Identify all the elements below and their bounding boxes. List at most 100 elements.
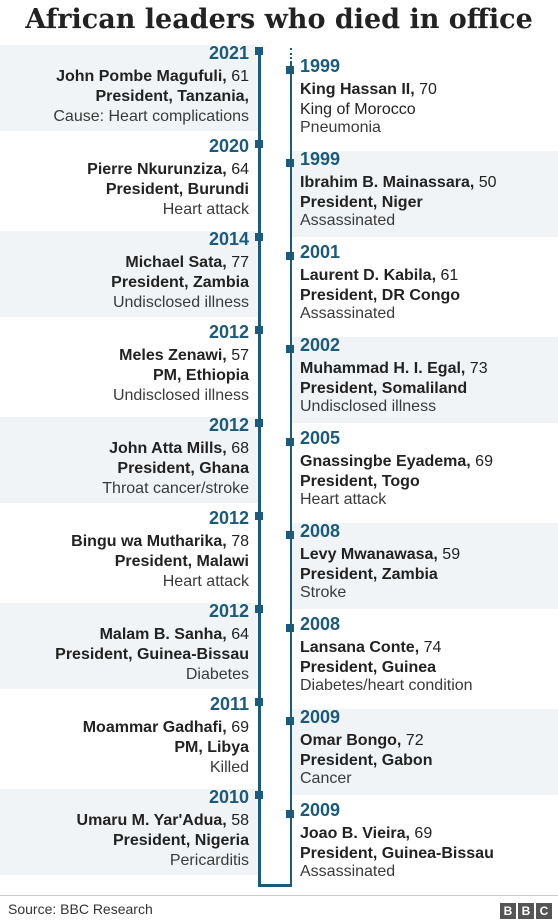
leader-name: King Hassan II,: [300, 81, 415, 98]
leader-name: Laurent D. Kabila,: [300, 267, 437, 284]
timeline-marker: [286, 531, 294, 539]
leader-role: President, Malawi: [114, 553, 249, 570]
cause-of-death: Undisclosed illness: [300, 398, 437, 415]
cause-of-death: Assassinated: [300, 305, 396, 322]
entry-name-line: Meles Zenawi, 57: [0, 346, 249, 365]
row-band-right: [292, 337, 558, 423]
leader-entry-right: 1999 King Hassan II, 70 King of Morocco Pne…: [300, 54, 558, 136]
leader-role: President, Guinea-Bissau: [55, 646, 249, 663]
logo-letter: C: [536, 903, 552, 919]
leader-entry-left: 2012 John Atta Mills, 68 President, Ghana T…: [0, 415, 249, 498]
leader-name: Levy Mwanawasa,: [300, 546, 438, 563]
row-band-right: [292, 151, 558, 237]
leader-role: President, Guinea: [300, 659, 437, 676]
leader-age: 50: [474, 174, 497, 191]
leader-name: Malam B. Sanha,: [99, 626, 227, 643]
entry-year: 2020: [208, 136, 249, 156]
leader-age: 61: [436, 267, 459, 284]
cause-of-death: Heart attack: [162, 573, 249, 590]
leader-age: 69: [409, 825, 433, 842]
leader-name: Gnassingbe Eyadema,: [300, 453, 471, 470]
leader-name: Lansana Conte,: [300, 639, 420, 656]
leader-name: John Pombe Magufuli,: [56, 68, 227, 85]
cause-of-death: Diabetes/heart condition: [300, 677, 473, 694]
chart-title: African leaders who died in office: [25, 4, 533, 35]
entry-year: 2021: [208, 43, 249, 63]
timeline-marker: [286, 810, 294, 818]
row-band-left: [0, 231, 258, 317]
leader-name: Muhammad H. I. Egal,: [300, 360, 466, 377]
cause-of-death: Pericarditis: [169, 852, 249, 869]
row-band-left: [0, 417, 258, 503]
entry-year: 2010: [208, 787, 249, 807]
entry-year: 2012: [208, 415, 249, 435]
cause-of-death: Cause: Heart complications: [53, 108, 249, 125]
leader-role: President, Tanzania,: [95, 88, 249, 105]
bbc-logo: B B C: [500, 903, 552, 919]
cause-of-death: Killed: [209, 759, 249, 776]
leader-age: 59: [437, 546, 461, 563]
leader-role: President, Nigeria: [112, 832, 249, 849]
leader-role: PM, Libya: [174, 739, 249, 756]
leader-entry-right: 2008 Levy Mwanawasa, 59 President, Zambia S…: [300, 519, 558, 601]
leader-age: 58: [226, 812, 249, 829]
entry-name-line: Umaru M. Yar'Adua, 58: [0, 811, 249, 830]
leader-age: 61: [226, 68, 249, 85]
timeline-marker: [255, 233, 263, 241]
leader-age: 74: [419, 639, 442, 656]
leader-age: 77: [226, 254, 249, 271]
leader-role: President, DR Congo: [300, 287, 461, 304]
entry-name-line: King Hassan II, 70: [300, 80, 558, 99]
leader-age: 78: [226, 533, 249, 550]
entry-name-line: John Atta Mills, 68: [0, 439, 249, 458]
leader-entry-left: 2012 Meles Zenawi, 57 PM, Ethiopia Undisclo…: [0, 322, 249, 405]
timeline-marker: [286, 624, 294, 632]
entry-name-line: Bingu wa Mutharika, 78: [0, 532, 249, 551]
cause-of-death: Heart attack: [300, 491, 387, 508]
entry-name-line: John Pombe Magufuli, 61: [0, 67, 249, 86]
leader-role: President, Niger: [300, 194, 423, 211]
timeline-marker: [286, 345, 294, 353]
entry-year: 2008: [300, 614, 341, 634]
leader-age: 73: [465, 360, 488, 377]
entry-year: 1999: [300, 149, 341, 169]
entry-name-line: Pierre Nkurunziza, 64: [0, 160, 249, 179]
leader-entry-left: 2021 John Pombe Magufuli, 61 President, Ta…: [0, 43, 249, 126]
logo-letter: B: [518, 903, 534, 919]
leader-name: Bingu wa Mutharika,: [71, 533, 227, 550]
entry-name-line: Moammar Gadhafi, 69: [0, 718, 249, 737]
leader-age: 64: [226, 626, 249, 643]
leader-role: PM, Ethiopia: [153, 367, 249, 384]
timeline-marker: [255, 512, 263, 520]
entry-name-line: Levy Mwanawasa, 59: [300, 545, 558, 564]
entry-name-line: Muhammad H. I. Egal, 73: [300, 359, 558, 378]
cause-of-death: Undisclosed illness: [112, 387, 249, 404]
cause-of-death: Assassinated: [300, 863, 396, 880]
timeline-marker: [255, 419, 263, 427]
leader-role: President, Somaliland: [300, 380, 468, 397]
leader-entry-left: 2012 Bingu wa Mutharika, 78 President, Mal…: [0, 508, 249, 591]
leader-name: Joao B. Vieira,: [300, 825, 410, 842]
leader-age: 72: [401, 732, 424, 749]
entry-name-line: Michael Sata, 77: [0, 253, 249, 272]
entry-year: 2012: [208, 322, 249, 342]
leader-entry-left: 2012 Malam B. Sanha, 64 President, Guinea-…: [0, 601, 249, 684]
timeline-marker: [255, 326, 263, 334]
leader-age: 57: [226, 347, 249, 364]
row-band-left: [0, 789, 258, 875]
entry-name-line: Joao B. Vieira, 69: [300, 824, 558, 843]
leader-name: Meles Zenawi,: [119, 347, 227, 364]
cause-of-death: Diabetes: [185, 666, 249, 683]
leader-name: Umaru M. Yar'Adua,: [76, 812, 227, 829]
entry-year: 2014: [208, 229, 249, 249]
leader-entry-left: 2010 Umaru M. Yar'Adua, 58 President, Nige…: [0, 787, 249, 870]
entry-year: 2009: [300, 800, 341, 820]
cause-of-death: Assassinated: [300, 212, 396, 229]
leader-entry-right: 2001 Laurent D. Kabila, 61 President, DR C…: [300, 240, 558, 322]
cause-of-death: Cancer: [300, 770, 352, 787]
entry-year: 1999: [300, 56, 341, 76]
leader-age: 69: [470, 453, 493, 470]
entry-year: 2009: [300, 707, 341, 727]
entry-name-line: Malam B. Sanha, 64: [0, 625, 249, 644]
entry-year: 2012: [208, 508, 249, 528]
